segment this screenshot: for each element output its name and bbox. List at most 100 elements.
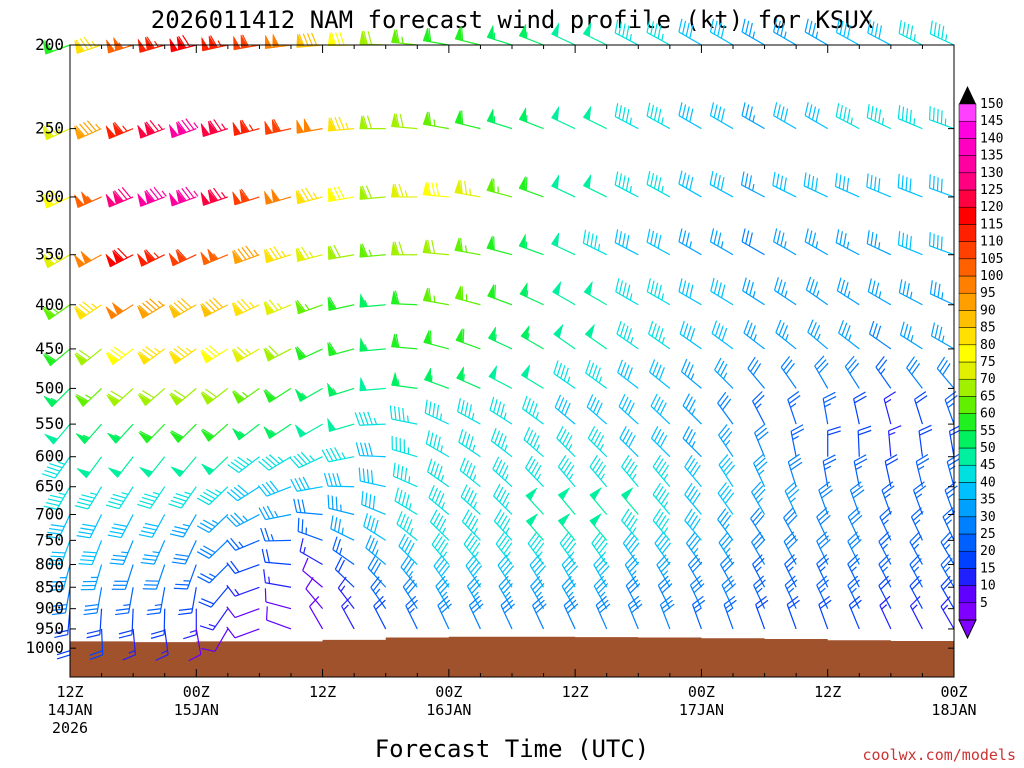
- wind-barb: [433, 554, 450, 588]
- wind-barb: [232, 245, 260, 265]
- y-tick-label: 550: [35, 414, 64, 433]
- wind-barb: [711, 320, 734, 350]
- wind-barb: [83, 587, 103, 616]
- wind-barb: [295, 423, 323, 438]
- wind-barb: [940, 531, 955, 565]
- wind-barb: [741, 102, 765, 130]
- wind-barb: [710, 277, 734, 306]
- wind-barb: [551, 174, 576, 198]
- colorbar-segment: [958, 103, 977, 122]
- wind-barb: [497, 554, 515, 588]
- wind-barb: [423, 367, 450, 389]
- wind-barb: [909, 554, 923, 588]
- x-tick-label: 17JAN: [679, 701, 724, 719]
- wind-barb: [341, 595, 355, 630]
- colorbar-segment: [958, 120, 977, 139]
- wind-barb: [717, 508, 734, 541]
- wind-barb: [772, 171, 797, 198]
- wind-barb: [74, 387, 102, 407]
- wind-barb: [595, 595, 611, 630]
- wind-barb: [201, 35, 228, 52]
- speed-colorbar: 1501451401351301251201151101051009590858…: [958, 86, 1003, 640]
- wind-barb: [468, 595, 484, 630]
- wind-barb: [754, 423, 769, 457]
- wind-barb: [775, 319, 797, 350]
- wind-barb: [226, 560, 260, 574]
- colorbar-label: 90: [980, 303, 996, 318]
- wind-barb: [718, 424, 734, 458]
- colorbar-segment: [958, 533, 977, 552]
- colorbar-label: 110: [980, 235, 1003, 250]
- wind-barb: [587, 426, 608, 458]
- wind-barb: [680, 358, 702, 389]
- wind-barb: [231, 346, 260, 363]
- wind-barb: [553, 324, 576, 350]
- wind-barb: [89, 628, 104, 661]
- wind-barb: [552, 281, 576, 306]
- wind-barb: [458, 429, 481, 458]
- wind-barb: [42, 252, 71, 269]
- wind-barb: [489, 396, 513, 425]
- colorbar-segment: [958, 224, 977, 242]
- x-tick-label: 00Z: [183, 683, 210, 701]
- x-tick-label: 12Z: [562, 683, 589, 701]
- wind-barb: [337, 576, 355, 610]
- wind-barb: [361, 490, 386, 516]
- wind-barb: [652, 482, 671, 515]
- wind-barb: [295, 346, 323, 361]
- wind-barb: [784, 554, 797, 588]
- wind-barb: [107, 514, 134, 539]
- wind-barb: [454, 179, 481, 198]
- wind-barb: [168, 118, 199, 139]
- wind-barb: [231, 298, 260, 317]
- wind-barb: [390, 241, 418, 256]
- colorbar-segment: [958, 585, 977, 604]
- wind-barb: [396, 511, 418, 541]
- wind-barb: [678, 170, 702, 198]
- wind-barb: [585, 359, 608, 389]
- wind-barb: [137, 36, 165, 53]
- wind-barb: [309, 596, 324, 630]
- wind-barb: [780, 355, 797, 389]
- wind-barb: [43, 387, 71, 408]
- wind-barb: [264, 588, 292, 610]
- wind-barb: [897, 105, 923, 130]
- wind-barb: [717, 482, 735, 515]
- colorbar-segment: [958, 430, 977, 449]
- wind-barb: [615, 278, 639, 306]
- wind-barb: [486, 108, 513, 130]
- colorbar-segment: [958, 516, 977, 535]
- wind-barb: [327, 418, 355, 432]
- wind-barb: [493, 509, 513, 541]
- wind-barb: [263, 246, 292, 264]
- wind-barb: [391, 333, 418, 350]
- wind-barb: [879, 595, 892, 630]
- wind-barb: [866, 173, 892, 198]
- wind-barb: [929, 20, 955, 46]
- credit-text: coolwx.com/models: [862, 746, 1016, 764]
- wind-barb: [367, 556, 387, 588]
- wind-barb: [847, 554, 860, 588]
- wind-barb: [867, 19, 892, 46]
- wind-barb: [803, 172, 828, 198]
- wind-barb: [530, 575, 545, 609]
- wind-barb: [199, 608, 229, 631]
- wind-barb: [226, 584, 260, 597]
- wind-barb: [743, 320, 765, 350]
- wind-barb: [646, 228, 671, 256]
- wind-barb: [197, 564, 229, 584]
- wind-barb: [142, 564, 166, 590]
- wind-barb: [74, 191, 102, 208]
- wind-barb: [107, 423, 134, 444]
- wind-barb: [563, 595, 579, 630]
- wind-barb: [678, 278, 702, 306]
- wind-barb: [556, 426, 576, 458]
- terrain-layer: [70, 636, 954, 677]
- colorbar-segment: [958, 172, 977, 191]
- x-tick-label: 00Z: [940, 683, 967, 701]
- wind-barb: [264, 118, 292, 135]
- wind-barb: [752, 391, 766, 425]
- wind-barb: [559, 532, 577, 565]
- wind-barb: [652, 455, 671, 488]
- wind-barb: [627, 595, 643, 630]
